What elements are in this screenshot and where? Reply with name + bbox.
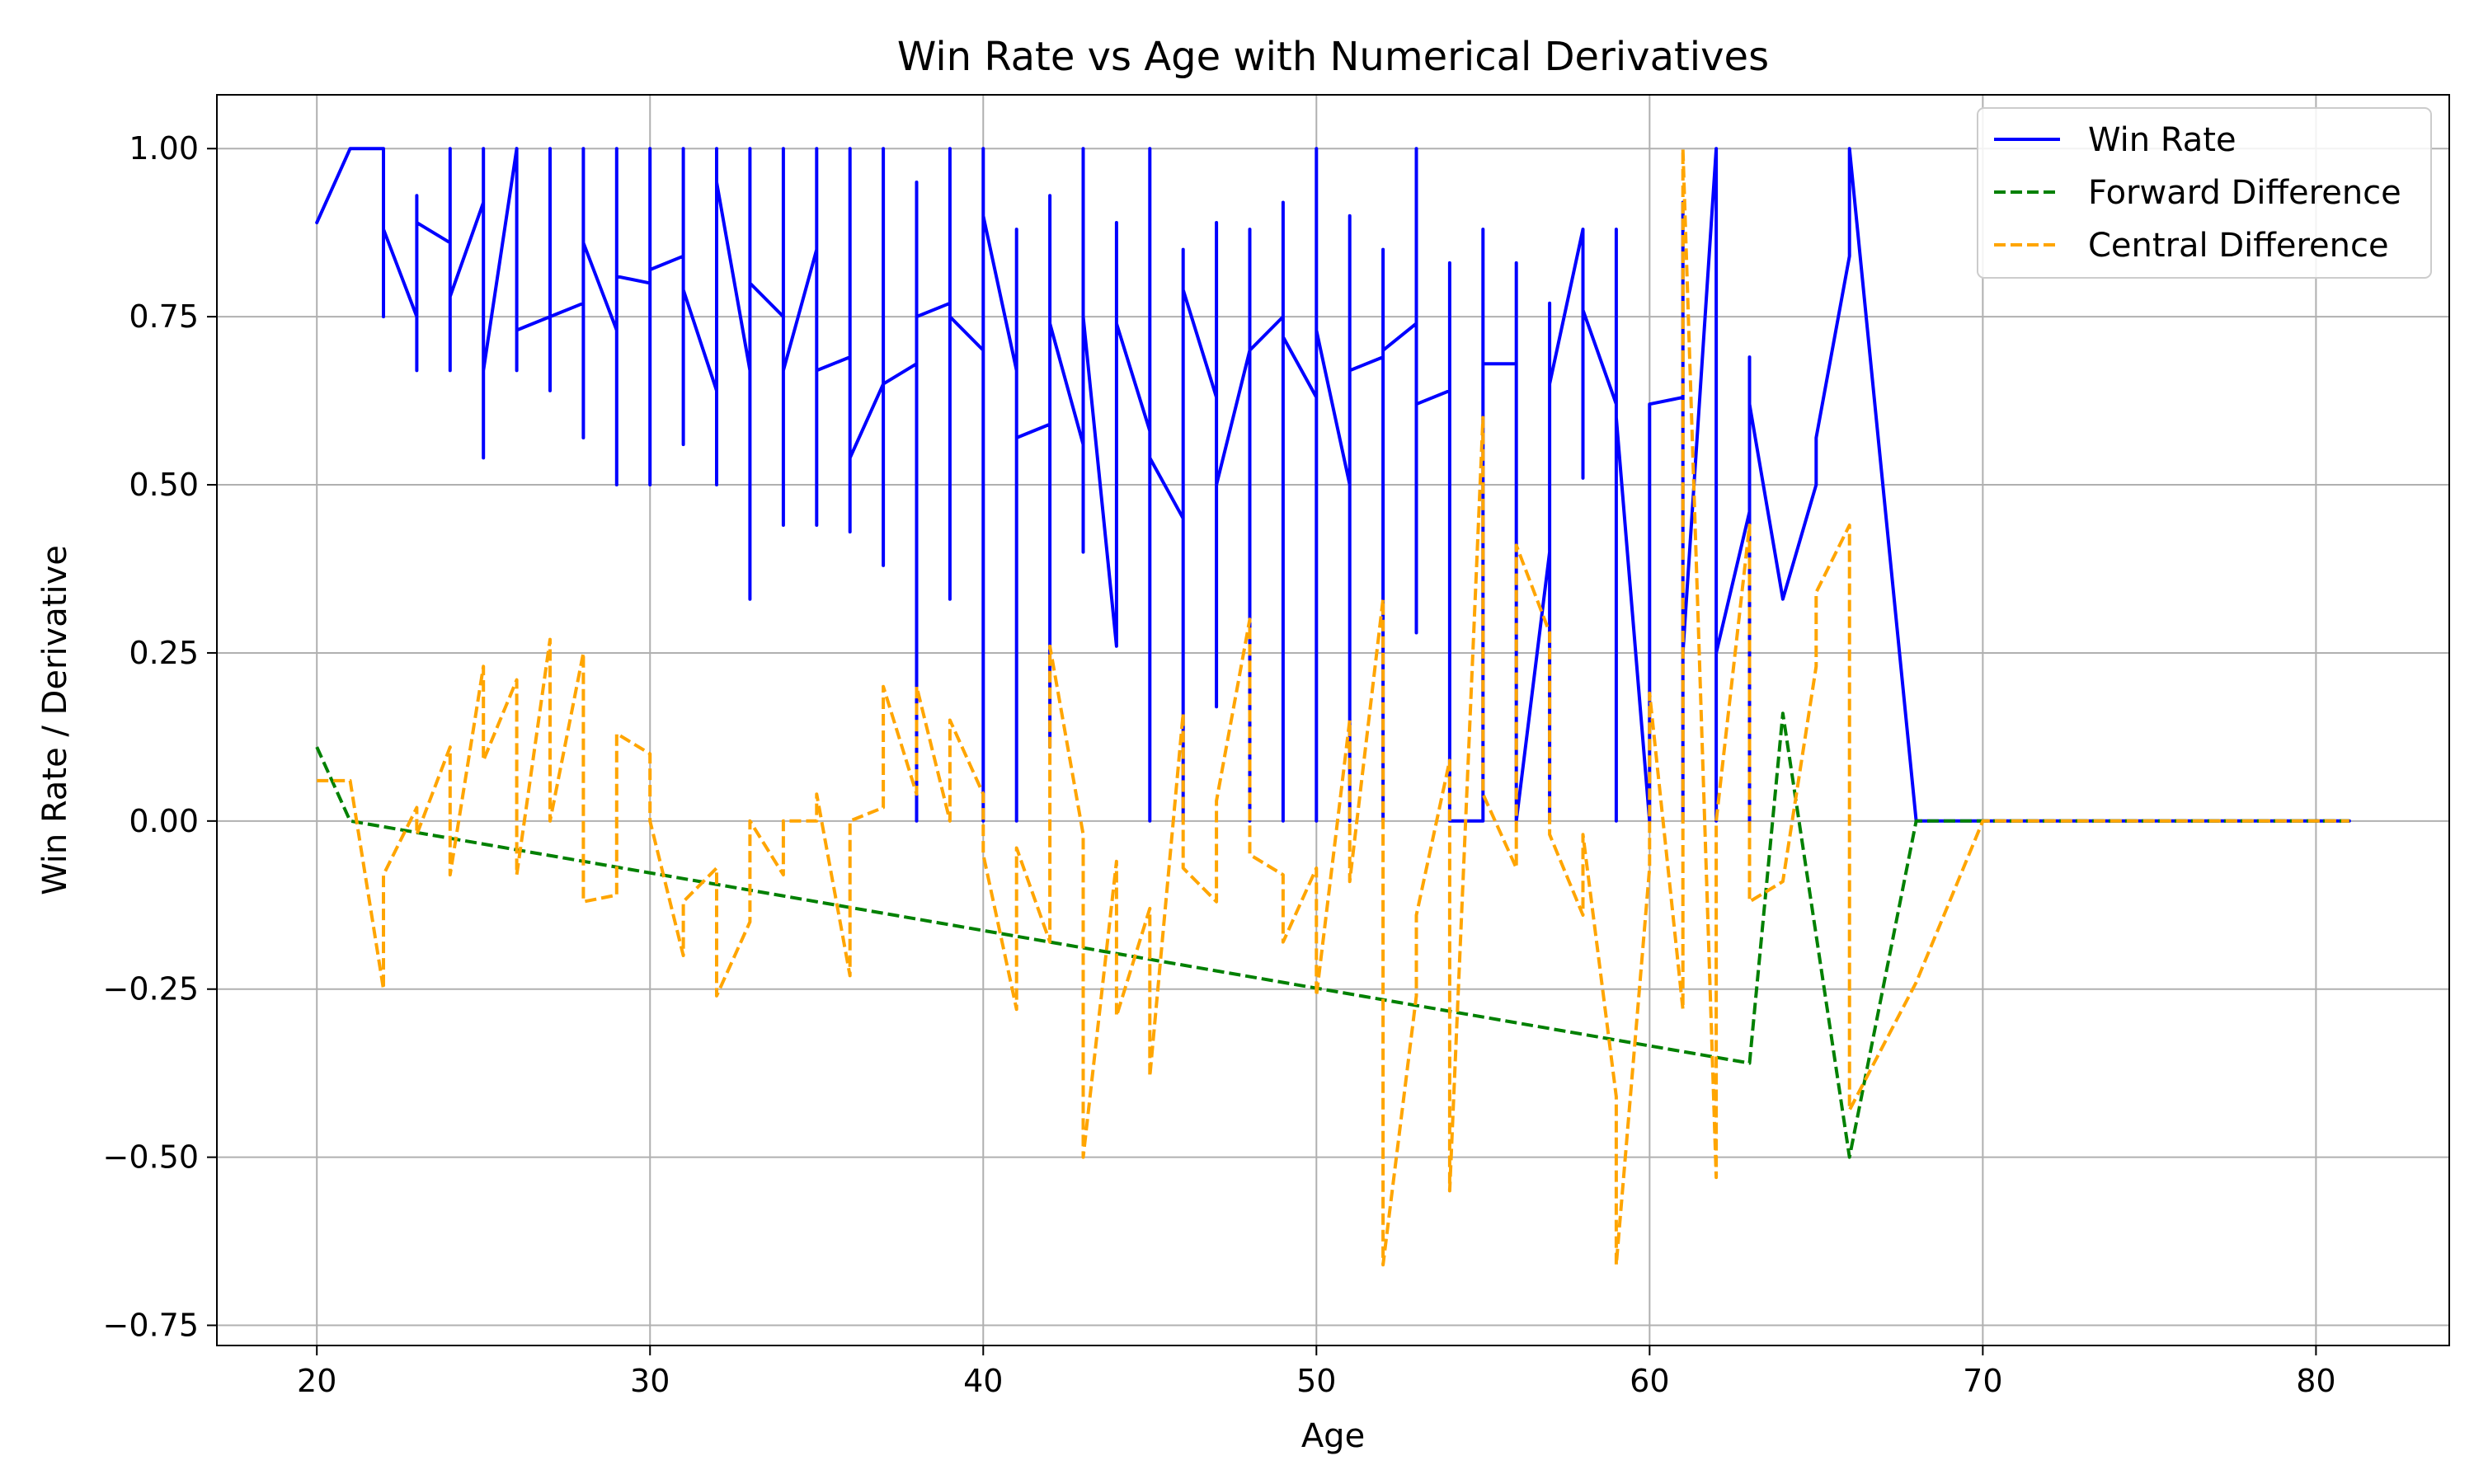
x-tick-label: 60 xyxy=(1630,1363,1669,1399)
x-axis-label: Age xyxy=(1301,1417,1365,1455)
legend: Win Rate Forward Difference Central Differ… xyxy=(1977,107,2432,279)
chart-title: Win Rate vs Age with Numerical Derivativ… xyxy=(897,34,1769,80)
series-line-forward-difference xyxy=(315,711,2349,1159)
series-line-win-rate xyxy=(315,147,2351,823)
axes-frame xyxy=(216,94,2450,1346)
y-tick-label: 0.50 xyxy=(129,467,199,503)
y-tick-label: 0.75 xyxy=(129,298,199,335)
y-tick-label: 0.00 xyxy=(129,803,199,839)
x-tick-label: 80 xyxy=(2296,1363,2335,1399)
legend-box xyxy=(1977,107,2432,279)
y-tick-label: 1.00 xyxy=(129,130,199,167)
y-tick-label: −0.25 xyxy=(103,971,199,1007)
grid-lines xyxy=(217,95,2449,1345)
series-line-central-difference xyxy=(317,147,2349,1267)
y-axis-label: Win Rate / Derivative xyxy=(36,545,74,895)
x-tick-label: 40 xyxy=(963,1363,1003,1399)
axis-ticks: 20 30 40 50 60 70 80 −0.75 −0.50 −0.25 0.00 0.25 0.5… xyxy=(103,130,2336,1399)
legend-label: Central Difference xyxy=(2088,227,2389,265)
x-tick-label: 50 xyxy=(1296,1363,1336,1399)
plot-area xyxy=(315,147,2351,1267)
y-tick-label: 0.25 xyxy=(129,635,199,671)
y-tick-label: −0.75 xyxy=(103,1308,199,1344)
x-tick-label: 30 xyxy=(630,1363,670,1399)
y-tick-label: −0.50 xyxy=(103,1139,199,1176)
x-tick-label: 20 xyxy=(297,1363,336,1399)
legend-label: Win Rate xyxy=(2088,121,2236,159)
x-tick-label: 70 xyxy=(1963,1363,2002,1399)
legend-label: Forward Difference xyxy=(2088,174,2401,212)
